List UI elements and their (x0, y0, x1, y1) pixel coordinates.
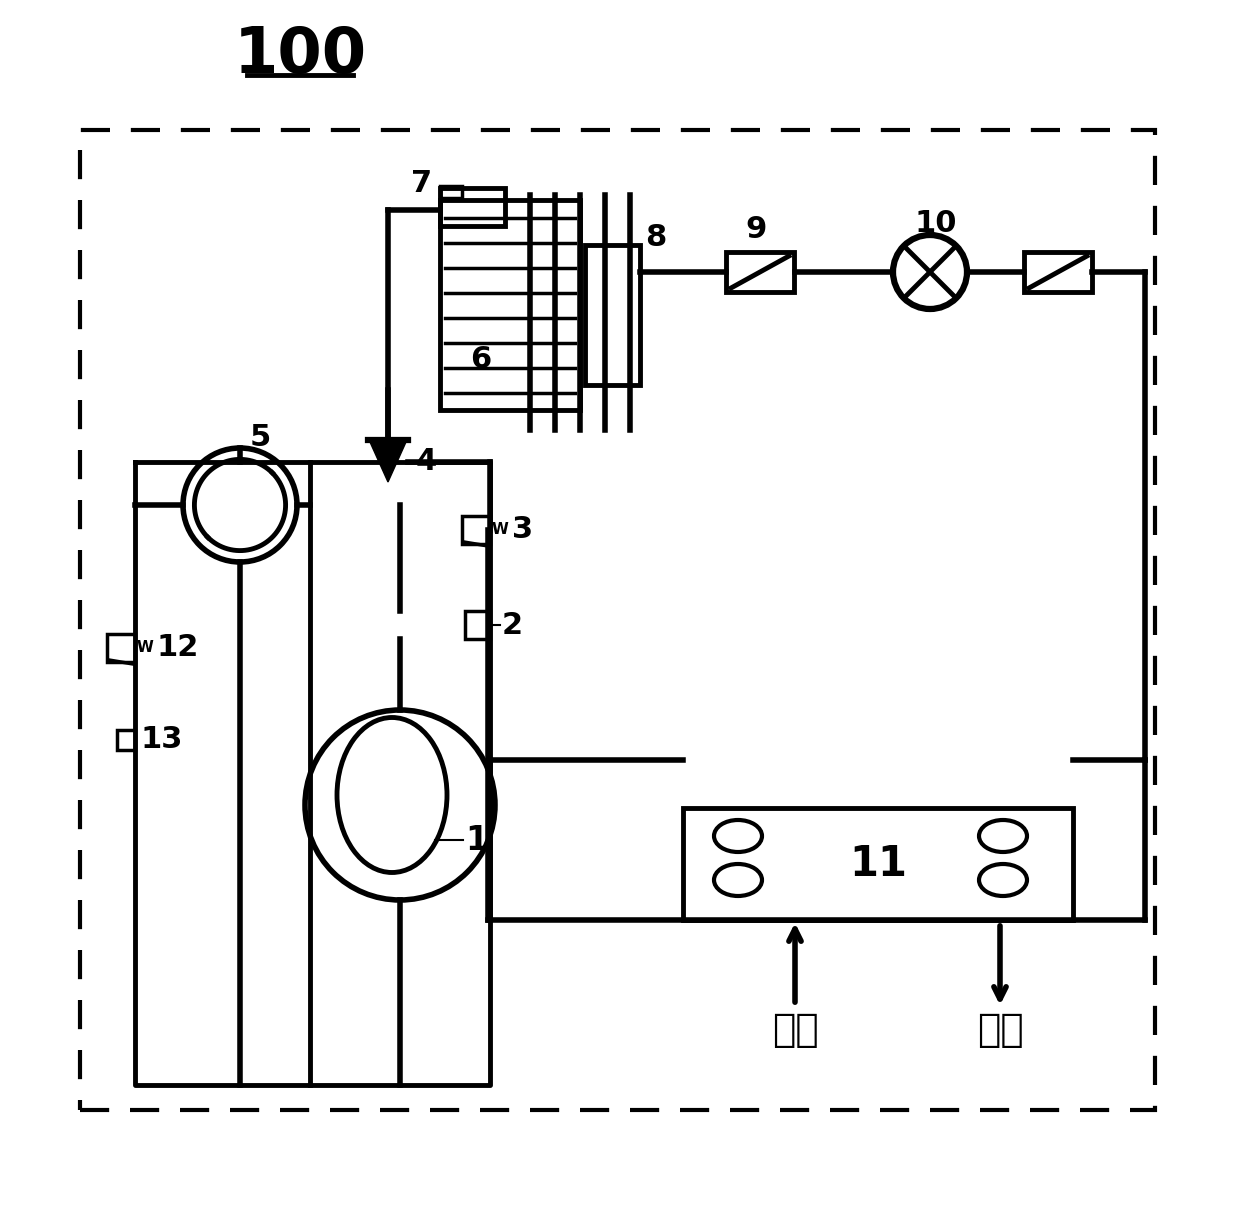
Text: 4: 4 (415, 448, 438, 477)
Text: 12: 12 (157, 634, 200, 663)
Text: 6: 6 (470, 345, 491, 374)
Bar (440, 188, 505, 226)
Text: 9: 9 (745, 216, 766, 245)
Text: 5: 5 (250, 422, 272, 451)
Text: W: W (492, 523, 508, 537)
Text: 10: 10 (915, 210, 957, 239)
Text: 2: 2 (502, 611, 523, 640)
Text: 进水: 进水 (771, 1011, 818, 1049)
Text: 13: 13 (140, 725, 182, 754)
Bar (463, 517, 490, 544)
Text: 1: 1 (465, 823, 489, 857)
Bar (683, 807, 1073, 920)
Polygon shape (370, 442, 405, 482)
Bar (81, 130, 1154, 1110)
Bar (465, 611, 490, 639)
Bar (107, 634, 135, 661)
Text: 3: 3 (512, 515, 533, 544)
Text: 7: 7 (410, 169, 432, 198)
Bar (725, 252, 794, 292)
Bar (440, 200, 580, 410)
Text: 11: 11 (849, 842, 906, 885)
Text: 8: 8 (645, 223, 666, 252)
Bar (1024, 252, 1092, 292)
Bar (440, 186, 463, 198)
Text: 100: 100 (233, 24, 367, 86)
Text: 出水: 出水 (977, 1011, 1023, 1049)
Text: W: W (136, 641, 154, 655)
Bar (117, 730, 135, 750)
Bar (585, 245, 640, 385)
